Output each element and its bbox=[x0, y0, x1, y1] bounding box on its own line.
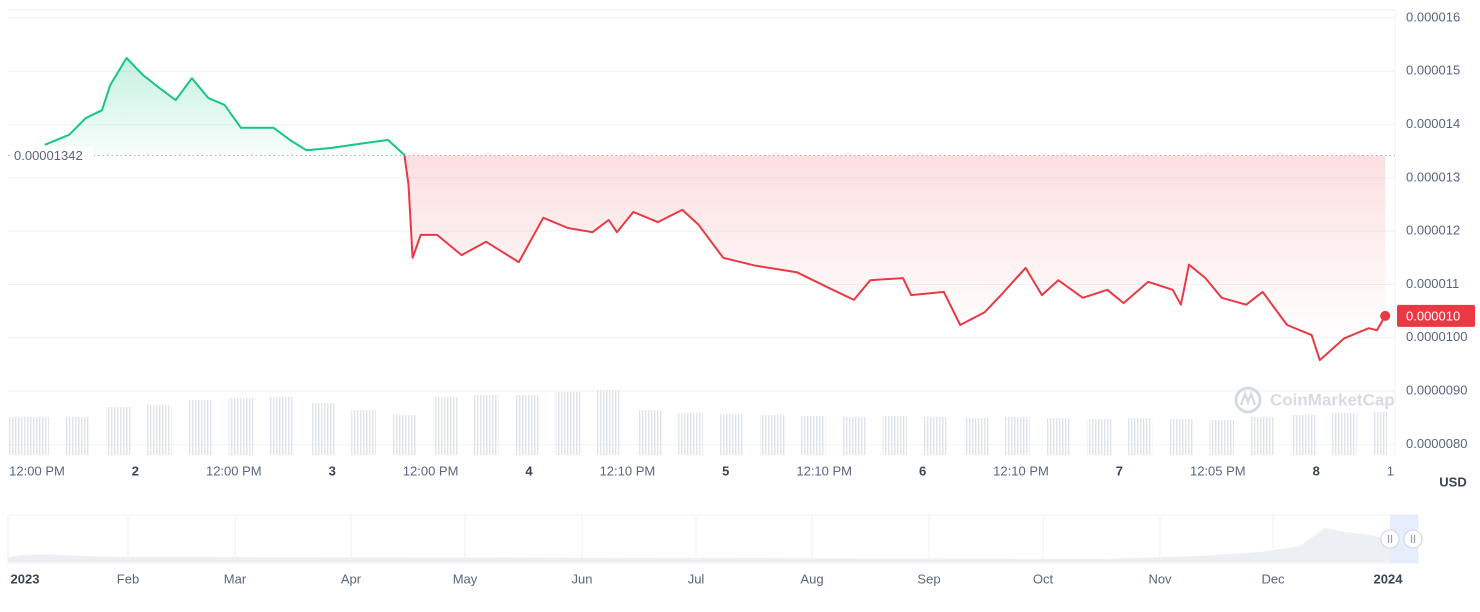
y-tick-label: 0.000012 bbox=[1406, 223, 1460, 238]
volume-bar bbox=[882, 416, 908, 455]
volume-bar bbox=[1168, 419, 1194, 455]
volume-bar bbox=[759, 415, 785, 455]
x-tick-label: 12:00 PM bbox=[403, 463, 459, 478]
reference-label-bg bbox=[10, 146, 94, 165]
reference-label: 0.00001342 bbox=[14, 148, 83, 163]
x-tick-label: 12:10 PM bbox=[993, 463, 1049, 478]
current-price-bg bbox=[1397, 304, 1475, 327]
x-axis-labels: 12:00 PM 2 12:00 PM 3 12:00 PM 4 12:10 PM 5 12:1… bbox=[9, 463, 1443, 478]
navigator-label: 2023 bbox=[11, 571, 40, 586]
watermark: CoinMarketCap bbox=[1234, 386, 1395, 414]
volume-bar bbox=[678, 413, 703, 455]
handle-grips bbox=[1387, 535, 1416, 543]
y-tick-label: 0.000015 bbox=[1406, 63, 1460, 78]
y-tick-label: 0.000013 bbox=[1406, 169, 1460, 184]
navigator[interactable] bbox=[7, 514, 1423, 564]
navigator-label: Jul bbox=[688, 571, 705, 586]
y-tick-label: 0.0000080 bbox=[1406, 436, 1467, 451]
navigator-label: Apr bbox=[341, 571, 362, 586]
volume-bar bbox=[1086, 419, 1112, 455]
navigator-label: Aug bbox=[800, 571, 823, 586]
navigator-label: Jun bbox=[572, 571, 593, 586]
volume-bar bbox=[106, 407, 131, 455]
x-tick-label: 4 bbox=[525, 463, 533, 478]
y-tick-label: 0.0000100 bbox=[1406, 329, 1467, 344]
volume-bar bbox=[473, 395, 499, 455]
volume-bar bbox=[392, 415, 417, 455]
y-tick-label: 0.000016 bbox=[1406, 9, 1460, 24]
navigator-label: Mar bbox=[224, 571, 247, 586]
volume-bar bbox=[146, 405, 172, 455]
volume-bar bbox=[1372, 412, 1387, 455]
x-tick-label: 6 bbox=[919, 463, 926, 478]
volume-bar bbox=[8, 417, 25, 455]
navigator-label: May bbox=[453, 571, 478, 586]
volume-bar bbox=[596, 390, 621, 455]
volume-bar bbox=[1005, 417, 1030, 455]
current-price-label: 0.000010 bbox=[1406, 308, 1460, 323]
navigator-label: 2024 bbox=[1374, 571, 1404, 586]
y-tick-label: 0.000011 bbox=[1406, 276, 1459, 291]
volume-bar bbox=[269, 397, 295, 455]
price-line bbox=[44, 57, 1387, 362]
plot: 0.000016 0.000015 0.000014 0.000013 0.000012… bbox=[8, 9, 1475, 478]
navigator-label: Dec bbox=[1261, 571, 1285, 586]
navigator-handle[interactable] bbox=[1380, 529, 1400, 549]
x-tick-label: 7 bbox=[1116, 463, 1123, 478]
x-tick-label: 5 bbox=[722, 463, 729, 478]
x-tick-label: 12:00 PM bbox=[206, 463, 262, 478]
volume-bar bbox=[841, 417, 867, 455]
x-tick-label: 12:10 PM bbox=[600, 463, 656, 478]
navigator-label: Sep bbox=[917, 571, 940, 586]
volume-bar bbox=[1250, 417, 1275, 455]
volume-bar bbox=[514, 395, 540, 455]
y-tick-label: 0.000014 bbox=[1406, 116, 1460, 131]
volume-bar bbox=[800, 416, 826, 455]
x-tick-label: 12:10 PM bbox=[796, 463, 852, 478]
x-tick-label: 12:00 PM bbox=[9, 463, 65, 478]
navigator-label: Feb bbox=[117, 571, 139, 586]
volume-bar bbox=[1127, 418, 1153, 455]
volume-bar bbox=[187, 400, 213, 455]
volume-bar bbox=[923, 417, 948, 455]
volume-bar bbox=[1291, 415, 1316, 455]
navigator-handle[interactable] bbox=[1403, 529, 1423, 549]
volume-bar bbox=[65, 417, 90, 455]
volume-bar bbox=[1332, 413, 1357, 455]
x-tick-label: 2 bbox=[132, 463, 139, 478]
x-tick-label: 12:14 PM bbox=[1387, 463, 1443, 478]
volume-bar bbox=[637, 410, 662, 455]
x-tick-label: 3 bbox=[329, 463, 336, 478]
volume-bar bbox=[310, 403, 335, 455]
volume-bar bbox=[433, 397, 458, 455]
currency-label: USD bbox=[1439, 474, 1466, 489]
x-tick-label: 8 bbox=[1313, 463, 1320, 478]
volume-bar bbox=[1209, 420, 1234, 455]
x-tick-label: 12:05 PM bbox=[1190, 463, 1246, 478]
volume-bar bbox=[228, 398, 254, 455]
volume-bar bbox=[1046, 418, 1071, 455]
volume-bar bbox=[719, 414, 744, 455]
y-tick-label: 0.0000090 bbox=[1406, 382, 1467, 397]
last-point bbox=[1380, 310, 1391, 321]
navigator-area bbox=[8, 528, 1390, 562]
volume-bar bbox=[964, 418, 989, 455]
volume-bar bbox=[24, 417, 49, 455]
navigator-label: Oct bbox=[1033, 571, 1054, 586]
volume-bar bbox=[351, 410, 376, 455]
watermark-text: CoinMarketCap bbox=[1270, 390, 1395, 409]
volume-bar bbox=[555, 392, 581, 455]
navigator-label: Nov bbox=[1148, 571, 1172, 586]
price-area bbox=[44, 58, 1386, 361]
